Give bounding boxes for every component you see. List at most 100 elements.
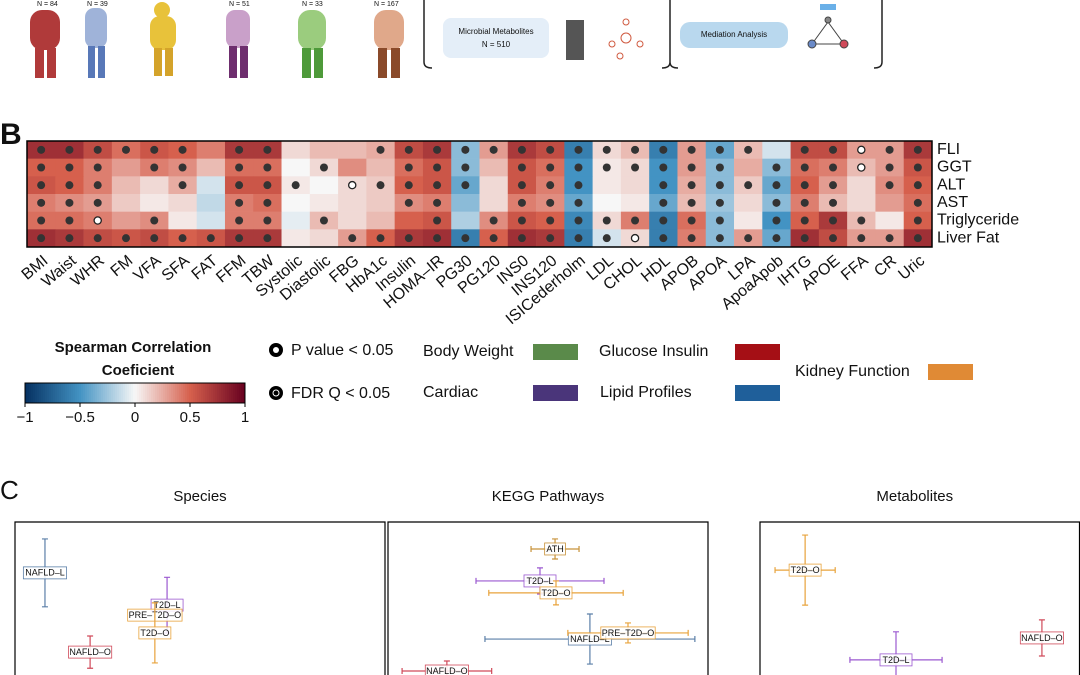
fdr-marker (631, 216, 640, 225)
fdr-marker (574, 145, 583, 154)
colorbar-segment (227, 383, 230, 403)
colorbar-segment (81, 383, 84, 403)
row-label: Triglyceride (937, 212, 1019, 229)
heatmap-cell (734, 158, 763, 177)
fdr-marker (178, 181, 187, 190)
colorbar-segment (91, 383, 94, 403)
fdr-marker (602, 145, 611, 154)
colorbar-segment (145, 383, 148, 403)
fdr-marker (744, 234, 753, 243)
colorbar-segment (65, 383, 68, 403)
fdr-marker (885, 181, 894, 190)
fdr-marker (772, 163, 781, 172)
fdr-marker (659, 198, 668, 207)
colorbar-segment (169, 383, 172, 403)
colorbar-segment (49, 383, 52, 403)
heatmap-cell (734, 211, 763, 230)
colorbar-segment (117, 383, 120, 403)
point-marker (879, 653, 913, 667)
fdr-marker (913, 234, 922, 243)
fdr-marker (404, 181, 413, 190)
colorbar-segment (29, 383, 32, 403)
fdr-marker (829, 216, 838, 225)
fdr-marker (93, 163, 102, 172)
fdr-marker (885, 163, 894, 172)
colorbar-segment (239, 383, 242, 403)
p-marker (347, 180, 357, 190)
colorbar-segment (127, 383, 130, 403)
fdr-marker (517, 234, 526, 243)
group-n: N = 39 (87, 1, 108, 8)
fdr-marker (913, 163, 922, 172)
colorbar-segment (33, 383, 36, 403)
heatmap-cell (196, 194, 226, 212)
fdr-marker (517, 198, 526, 207)
colorbar-segment (173, 383, 176, 403)
point-label: T2D–L (882, 655, 909, 665)
colorbar-segment (119, 383, 122, 403)
fdr-marker (235, 145, 244, 154)
legend-label: P value < 0.05 (291, 342, 394, 359)
heatmap-cell (875, 211, 905, 230)
colorbar-segment (139, 383, 142, 403)
fdr-marker (715, 234, 724, 243)
point-marker (1019, 631, 1064, 645)
fdr-marker (178, 234, 187, 243)
fdr-marker (602, 216, 611, 225)
colorbar-segment (97, 383, 100, 403)
fdr-marker (602, 234, 611, 243)
fdr-marker (65, 216, 74, 225)
fdr-marker (404, 198, 413, 207)
colorbar-segment (99, 383, 102, 403)
colorbar-segment (83, 383, 86, 403)
point-label: T2D–L (154, 600, 181, 610)
fdr-marker (829, 145, 838, 154)
heatmap-cell (592, 176, 622, 195)
heatmap-cell (309, 141, 339, 159)
colorbar-segment (67, 383, 70, 403)
colorbar-segment (233, 383, 236, 403)
fdr-marker (659, 216, 668, 225)
fdr-marker (800, 198, 809, 207)
colorbar-segment (217, 383, 220, 403)
heatmap-cell (451, 194, 480, 212)
group-n: N = 167 (374, 1, 399, 8)
group-n: N = 51 (229, 1, 250, 8)
point-label: NAFLD–O (1021, 633, 1063, 643)
fdr-marker (263, 181, 272, 190)
fdr-marker (744, 181, 753, 190)
fdr-marker (235, 198, 244, 207)
fdr-marker (319, 163, 328, 172)
fdr-marker (659, 234, 668, 243)
heatmap-cell (140, 194, 169, 212)
colorbar-segment (103, 383, 106, 403)
colorbar-segment (243, 383, 246, 403)
heatmap-cell (734, 194, 763, 212)
fdr-marker (37, 145, 46, 154)
colorbar-segment (185, 383, 188, 403)
fdr-marker (913, 145, 922, 154)
fdr-marker (744, 145, 753, 154)
fdr-marker (461, 163, 470, 172)
column-label: WHR (68, 252, 108, 290)
fdr-marker (885, 234, 894, 243)
p-marker (857, 145, 866, 155)
fdr-marker (857, 234, 866, 243)
fdr-marker (715, 216, 724, 225)
heatmap-cell (847, 176, 876, 195)
fdr-marker (574, 163, 583, 172)
colorbar-segment (163, 383, 166, 403)
colorbar-segment (43, 383, 46, 403)
fdr-marker (715, 198, 724, 207)
panel-label: C (0, 475, 19, 505)
fdr-marker (37, 198, 46, 207)
group-label: Lipid Profiles (600, 384, 692, 401)
fdr-marker (376, 234, 385, 243)
heatmap-cell (309, 229, 339, 248)
group-label: Cardiac (423, 384, 478, 401)
fdr-marker (235, 216, 244, 225)
heatmap-cell (620, 176, 650, 195)
colorbar-segment (181, 383, 184, 403)
colorbar-tick-label: 0 (131, 409, 139, 426)
colorbar-segment (79, 383, 82, 403)
